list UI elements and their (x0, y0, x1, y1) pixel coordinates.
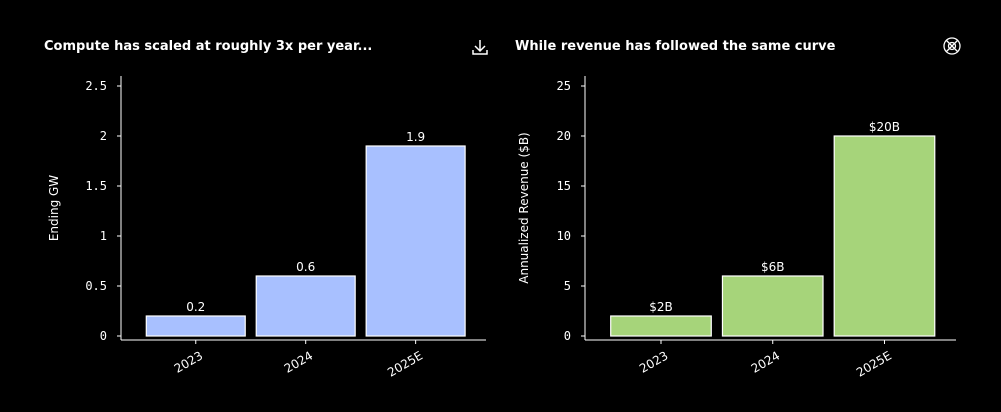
y-axis-label: Annualized Revenue ($B) (517, 132, 531, 283)
value-label: $6B (761, 260, 785, 274)
y-tick-label: 5 (564, 279, 571, 293)
y-tick-label: 2.5 (85, 79, 107, 93)
y-tick-label: 0 (100, 329, 107, 343)
y-tick-label: 15 (557, 179, 571, 193)
openai-logo[interactable] (943, 37, 961, 55)
download-icon[interactable] (472, 40, 488, 55)
value-label: $2B (649, 300, 673, 314)
y-tick-label: 10 (557, 229, 571, 243)
value-label: $20B (869, 120, 900, 134)
value-label: 0.2 (186, 300, 205, 314)
value-label: 0.6 (296, 260, 315, 274)
bar (365, 145, 466, 337)
bar (833, 135, 936, 337)
bar (255, 275, 356, 337)
bar (721, 275, 824, 337)
y-tick-label: 1 (100, 229, 107, 243)
chart-title: While revenue has followed the same curv… (515, 39, 836, 54)
chart-title: Compute has scaled at roughly 3x per yea… (44, 39, 372, 54)
y-tick-label: 2 (100, 129, 107, 143)
y-tick-label: 20 (557, 129, 571, 143)
bar (610, 315, 712, 337)
y-tick-label: 25 (557, 79, 571, 93)
bar (145, 315, 246, 337)
y-axis-label: Ending GW (47, 175, 61, 241)
y-tick-label: 0.5 (85, 279, 107, 293)
value-label: 1.9 (406, 130, 425, 144)
y-tick-label: 0 (564, 329, 571, 343)
y-tick-label: 1.5 (85, 179, 107, 193)
